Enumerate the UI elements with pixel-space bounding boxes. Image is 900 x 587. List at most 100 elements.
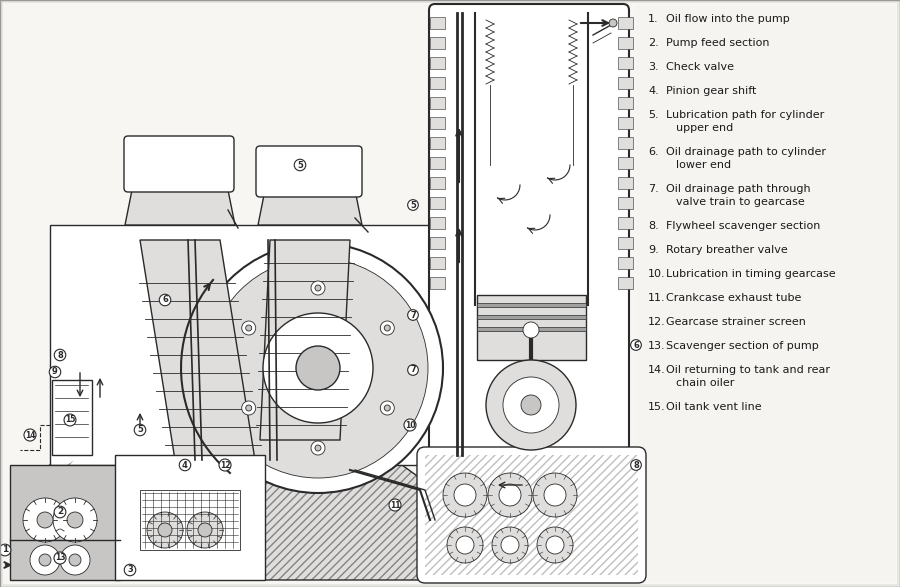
Circle shape <box>523 322 539 338</box>
Bar <box>10 465 120 580</box>
Bar <box>52 380 92 455</box>
Circle shape <box>296 346 340 390</box>
Bar <box>430 277 445 289</box>
Text: Oil flow into the pump: Oil flow into the pump <box>666 14 790 24</box>
Bar <box>618 57 633 69</box>
Text: 6.: 6. <box>648 147 659 157</box>
Bar <box>477 327 586 331</box>
Bar <box>618 97 633 109</box>
Text: Lubrication in timing gearcase: Lubrication in timing gearcase <box>666 269 835 279</box>
Text: 5: 5 <box>297 160 303 170</box>
Text: 8.: 8. <box>648 221 659 231</box>
Bar <box>430 197 445 209</box>
Circle shape <box>208 258 428 478</box>
Bar <box>618 117 633 129</box>
Text: 15: 15 <box>65 416 76 424</box>
Text: 6: 6 <box>633 340 639 349</box>
Circle shape <box>67 512 83 528</box>
Text: 1.: 1. <box>648 14 659 24</box>
Polygon shape <box>260 240 350 440</box>
Bar <box>115 455 265 580</box>
Circle shape <box>53 498 97 542</box>
Bar <box>430 237 445 249</box>
Circle shape <box>384 405 391 411</box>
Circle shape <box>492 527 528 563</box>
Text: 8: 8 <box>57 350 63 359</box>
Text: 12.: 12. <box>648 317 666 327</box>
Bar <box>636 5 896 582</box>
Text: Oil tank vent line: Oil tank vent line <box>666 402 761 412</box>
Polygon shape <box>140 240 255 460</box>
Circle shape <box>30 545 60 575</box>
Circle shape <box>311 441 325 455</box>
Circle shape <box>23 498 67 542</box>
Polygon shape <box>125 190 235 225</box>
Polygon shape <box>258 195 362 225</box>
Bar <box>618 157 633 169</box>
Text: 14.: 14. <box>648 365 666 375</box>
Bar <box>618 237 633 249</box>
Circle shape <box>381 401 394 415</box>
FancyBboxPatch shape <box>124 136 234 192</box>
Circle shape <box>193 243 443 493</box>
Text: 7: 7 <box>410 311 416 319</box>
Circle shape <box>246 325 252 331</box>
Bar <box>430 157 445 169</box>
Bar <box>618 257 633 269</box>
FancyBboxPatch shape <box>256 146 362 197</box>
Bar <box>430 177 445 189</box>
Text: Pump feed section: Pump feed section <box>666 38 770 48</box>
Text: 1: 1 <box>2 545 8 555</box>
Bar <box>618 37 633 49</box>
Text: chain oiler: chain oiler <box>676 378 734 388</box>
Bar <box>430 37 445 49</box>
Text: Oil returning to tank and rear: Oil returning to tank and rear <box>666 365 830 375</box>
Circle shape <box>533 473 577 517</box>
Circle shape <box>147 512 183 548</box>
Bar <box>618 177 633 189</box>
Text: 7: 7 <box>410 366 416 375</box>
FancyBboxPatch shape <box>429 4 629 574</box>
Circle shape <box>609 19 617 27</box>
Bar <box>430 57 445 69</box>
Bar <box>140 490 240 550</box>
Text: 10: 10 <box>405 420 415 430</box>
Polygon shape <box>15 455 425 580</box>
Circle shape <box>242 321 256 335</box>
Text: 15.: 15. <box>648 402 666 412</box>
Circle shape <box>315 285 321 291</box>
Circle shape <box>443 473 487 517</box>
Circle shape <box>60 545 90 575</box>
Circle shape <box>311 281 325 295</box>
Bar <box>618 217 633 229</box>
Text: 8: 8 <box>633 460 639 470</box>
Text: 13: 13 <box>55 554 65 562</box>
Text: 12: 12 <box>220 460 230 470</box>
Bar <box>430 137 445 149</box>
Circle shape <box>246 405 252 411</box>
Bar <box>430 17 445 29</box>
Circle shape <box>537 527 573 563</box>
Bar <box>50 225 430 465</box>
Text: Scavenger section of pump: Scavenger section of pump <box>666 341 819 351</box>
Bar <box>618 197 633 209</box>
Circle shape <box>499 484 521 506</box>
Text: 7.: 7. <box>648 184 659 194</box>
Text: 2.: 2. <box>648 38 659 48</box>
Circle shape <box>456 536 474 554</box>
Circle shape <box>454 484 476 506</box>
Text: 10.: 10. <box>648 269 666 279</box>
Text: 2: 2 <box>57 508 63 517</box>
Circle shape <box>39 554 51 566</box>
Text: upper end: upper end <box>676 123 733 133</box>
Circle shape <box>69 554 81 566</box>
Bar <box>425 455 638 575</box>
Text: Crankcase exhaust tube: Crankcase exhaust tube <box>666 293 801 303</box>
Text: Oil drainage path to cylinder: Oil drainage path to cylinder <box>666 147 826 157</box>
Bar <box>618 17 633 29</box>
Text: 5: 5 <box>410 201 416 210</box>
Text: Check valve: Check valve <box>666 62 734 72</box>
Bar <box>430 217 445 229</box>
Text: 4: 4 <box>182 460 188 470</box>
Bar <box>477 303 586 307</box>
